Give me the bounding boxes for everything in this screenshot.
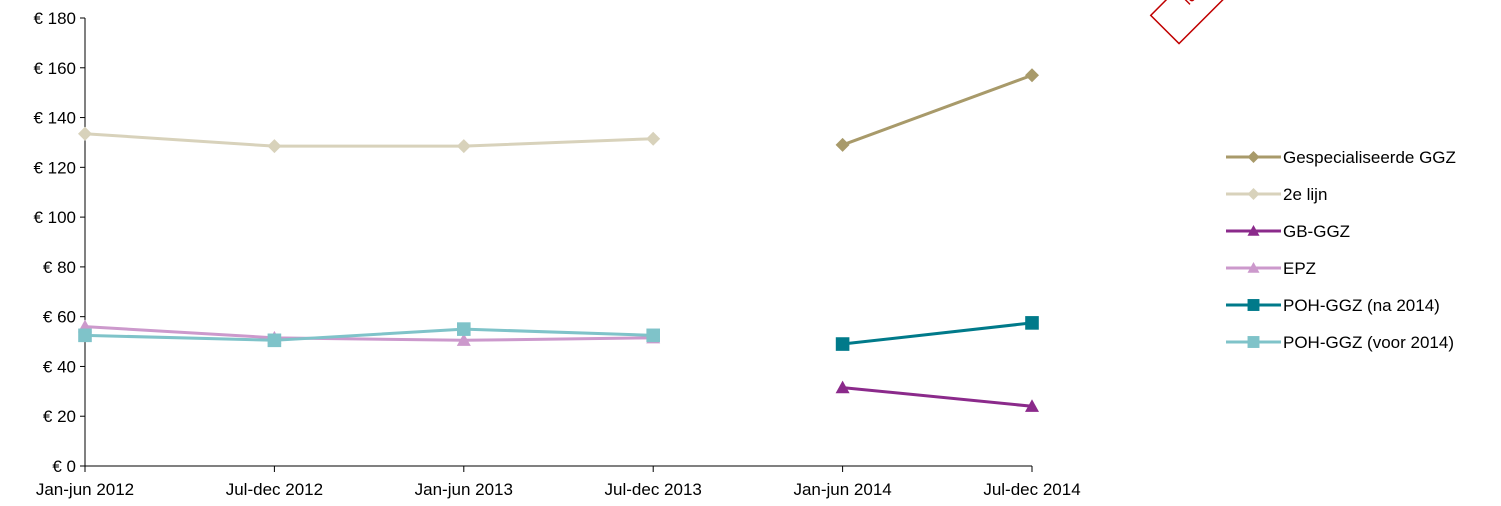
legend-label: EPZ (1283, 259, 1316, 278)
legend-item: POH-GGZ (na 2014) (1226, 296, 1440, 315)
data-point (646, 328, 660, 343)
data-point (1025, 68, 1039, 83)
x-tick-label: Jan-jun 2014 (793, 480, 891, 499)
legend: Gespecialiseerde GGZ 2e lijn GB-GGZ EPZ POH-… (1226, 148, 1456, 352)
legend-marker (1247, 299, 1260, 311)
series-2 (835, 380, 1039, 412)
series-1 (78, 126, 661, 154)
y-tick-label: € 140 (33, 109, 76, 128)
legend-label: GB-GGZ (1283, 222, 1350, 241)
series-line (842, 73, 1033, 147)
legend-item: EPZ (1226, 259, 1316, 278)
data-point (835, 380, 850, 394)
stamp-watermark: ld (1149, 0, 1237, 45)
data-point (457, 322, 471, 336)
x-axis-ticks: Jan-jun 2012 Jul-dec 2012 Jan-jun 2013 Jul-… (36, 466, 1081, 499)
legend-item: POH-GGZ (voor 2014) (1226, 333, 1454, 352)
legend-marker (1247, 225, 1260, 236)
legend-marker (1247, 336, 1260, 348)
stamp-text: ld (1180, 0, 1201, 8)
legend-label: Gespecialiseerde GGZ (1283, 148, 1456, 167)
y-tick-label: € 120 (33, 158, 76, 177)
data-point (1025, 399, 1039, 412)
data-point (267, 139, 282, 154)
legend-marker (1247, 262, 1260, 273)
legend-item: 2e lijn (1226, 185, 1327, 204)
x-tick-label: Jul-dec 2012 (226, 480, 323, 499)
x-tick-label: Jan-jun 2012 (36, 480, 134, 499)
series-line (84, 132, 654, 148)
series-layer (78, 68, 1039, 412)
y-tick-label: € 0 (52, 457, 76, 476)
legend-marker (1247, 188, 1260, 200)
series-line (842, 321, 1033, 346)
legend-marker (1247, 151, 1260, 163)
series-line (84, 325, 654, 342)
x-tick-label: Jul-dec 2014 (983, 480, 1080, 499)
data-point (1025, 316, 1039, 330)
legend-label: POH-GGZ (na 2014) (1283, 296, 1440, 315)
y-tick-label: € 100 (33, 208, 76, 227)
y-axis-ticks: € 0 € 20 € 40 € 60 € 80 € 100 € 120 € 140 € 160 €… (33, 9, 85, 476)
legend-item: Gespecialiseerde GGZ (1226, 148, 1456, 167)
data-point (835, 137, 850, 152)
y-tick-label: € 160 (33, 59, 76, 78)
data-point (78, 328, 92, 343)
y-tick-label: € 180 (33, 9, 76, 28)
data-point (835, 337, 850, 351)
y-tick-label: € 60 (43, 308, 76, 327)
legend-item: GB-GGZ (1226, 222, 1350, 241)
series-line (842, 386, 1033, 408)
y-tick-label: € 20 (43, 407, 76, 426)
legend-label: 2e lijn (1283, 185, 1327, 204)
series-0 (835, 68, 1039, 152)
data-point (646, 131, 661, 146)
data-point (456, 333, 471, 346)
series-4 (835, 316, 1039, 351)
series-5 (78, 322, 660, 348)
y-tick-label: € 40 (43, 357, 76, 376)
data-point (78, 126, 92, 141)
series-line (84, 327, 654, 342)
data-point (456, 139, 471, 154)
x-tick-label: Jul-dec 2013 (605, 480, 702, 499)
data-point (267, 333, 282, 348)
y-tick-label: € 80 (43, 258, 76, 277)
x-tick-label: Jan-jun 2013 (415, 480, 513, 499)
legend-label: POH-GGZ (voor 2014) (1283, 333, 1454, 352)
stamp-border (1149, 0, 1237, 45)
